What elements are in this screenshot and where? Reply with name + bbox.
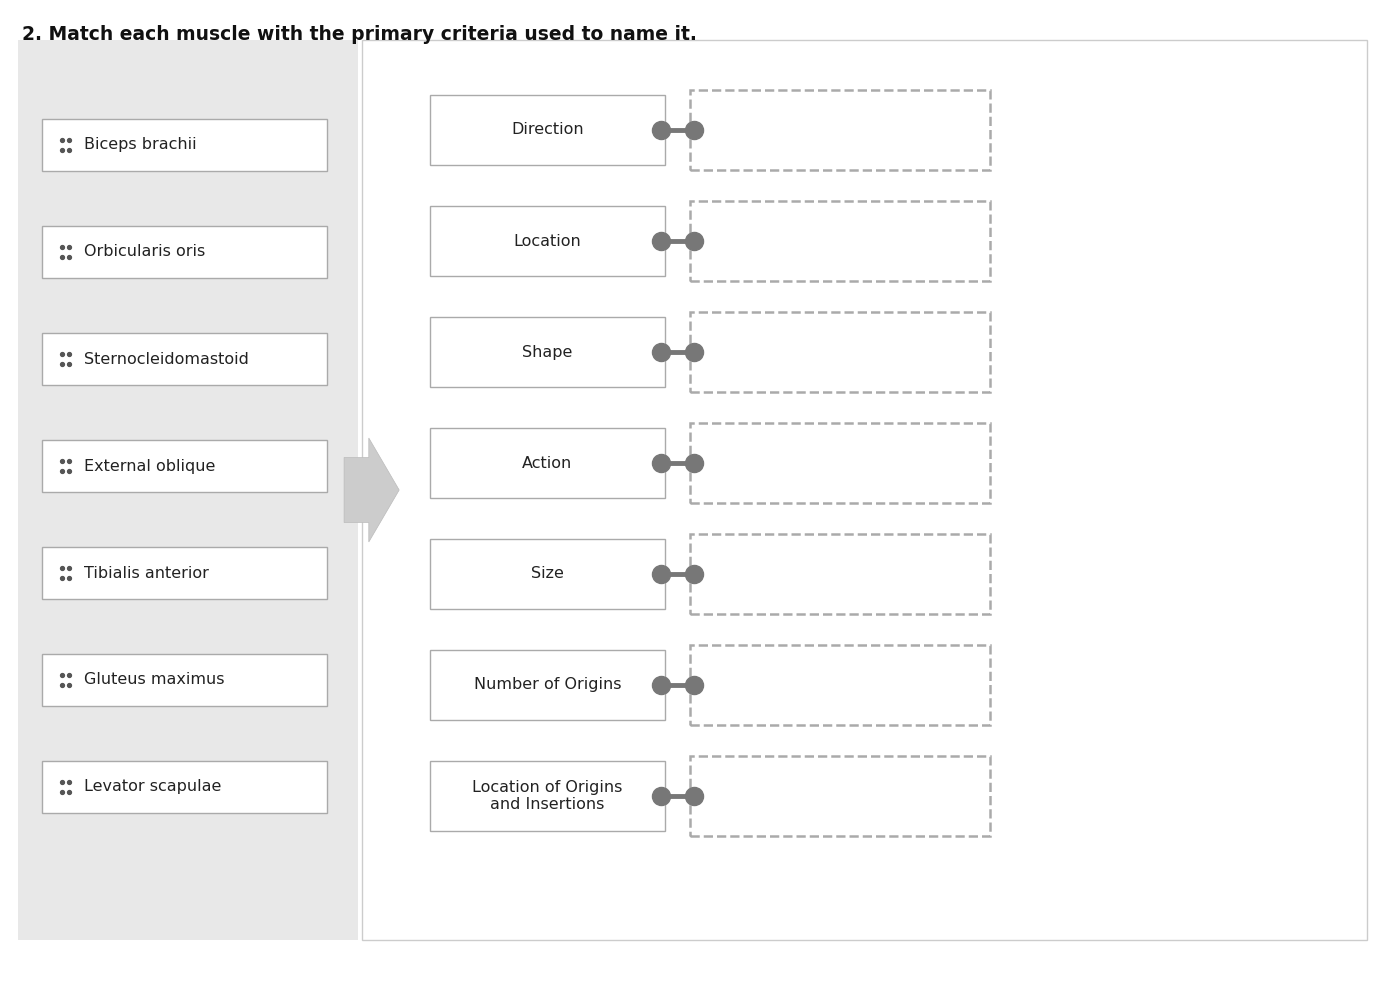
Text: Number of Origins: Number of Origins <box>474 678 621 692</box>
Text: Tibialis anterior: Tibialis anterior <box>83 566 208 580</box>
FancyBboxPatch shape <box>689 645 990 725</box>
Text: Orbicularis oris: Orbicularis oris <box>83 244 206 259</box>
Text: 2. Match each muscle with the primary criteria used to name it.: 2. Match each muscle with the primary cr… <box>22 25 696 44</box>
Text: Sternocleidomastoid: Sternocleidomastoid <box>83 352 249 366</box>
Text: Location of Origins
and Insertions: Location of Origins and Insertions <box>473 780 623 812</box>
FancyBboxPatch shape <box>361 40 1366 940</box>
Text: Biceps brachii: Biceps brachii <box>83 137 196 152</box>
FancyBboxPatch shape <box>42 547 327 599</box>
Text: External oblique: External oblique <box>83 458 215 474</box>
Text: Direction: Direction <box>512 122 584 137</box>
Text: Levator scapulae: Levator scapulae <box>83 780 221 794</box>
FancyBboxPatch shape <box>430 428 664 498</box>
FancyBboxPatch shape <box>689 312 990 392</box>
FancyBboxPatch shape <box>430 539 664 609</box>
FancyBboxPatch shape <box>430 650 664 720</box>
Text: Action: Action <box>523 456 573 471</box>
FancyBboxPatch shape <box>42 654 327 706</box>
FancyBboxPatch shape <box>18 40 359 940</box>
FancyBboxPatch shape <box>689 756 990 836</box>
Polygon shape <box>345 438 399 542</box>
Text: Gluteus maximus: Gluteus maximus <box>83 672 225 688</box>
Text: Location: Location <box>514 233 581 248</box>
FancyBboxPatch shape <box>430 206 664 276</box>
FancyBboxPatch shape <box>689 90 990 170</box>
FancyBboxPatch shape <box>42 440 327 492</box>
FancyBboxPatch shape <box>689 534 990 614</box>
FancyBboxPatch shape <box>430 95 664 165</box>
FancyBboxPatch shape <box>42 761 327 813</box>
FancyBboxPatch shape <box>689 201 990 281</box>
FancyBboxPatch shape <box>42 119 327 171</box>
FancyBboxPatch shape <box>42 226 327 278</box>
FancyBboxPatch shape <box>42 333 327 385</box>
FancyBboxPatch shape <box>430 317 664 387</box>
FancyBboxPatch shape <box>689 423 990 503</box>
FancyBboxPatch shape <box>430 761 664 831</box>
Text: Size: Size <box>531 566 564 582</box>
Text: Shape: Shape <box>523 344 573 360</box>
